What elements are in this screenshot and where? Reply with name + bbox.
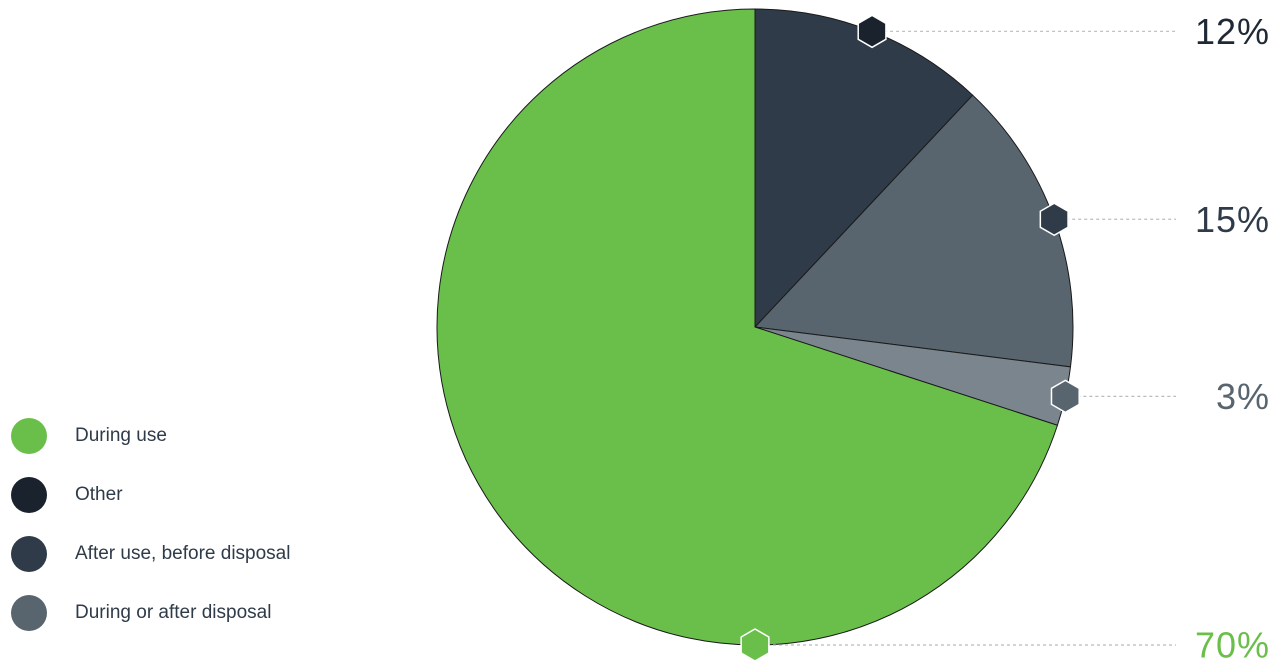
data-label: 70% (1195, 625, 1270, 666)
legend-label: During or after disposal (75, 602, 272, 623)
legend-item: After use, before disposal (11, 536, 290, 572)
slice-marker (857, 14, 887, 49)
legend-label: After use, before disposal (75, 543, 291, 564)
legend-swatch (11, 418, 47, 454)
data-label: 15% (1195, 199, 1270, 240)
slice-marker (1050, 379, 1080, 414)
legend-swatch (11, 477, 47, 513)
legend-swatch (11, 595, 47, 631)
legend-label: During use (75, 425, 167, 446)
slice-marker (1039, 202, 1069, 237)
legend: During use Other After use, before dispo… (11, 418, 290, 654)
legend-label: Other (75, 484, 123, 505)
data-label: 12% (1195, 11, 1270, 52)
legend-item: During or after disposal (11, 595, 290, 631)
legend-item: During use (11, 418, 290, 454)
data-label: 3% (1216, 376, 1270, 417)
slice-marker (740, 628, 770, 662)
pie-slice (436, 8, 1059, 646)
legend-swatch (11, 536, 47, 572)
legend-item: Other (11, 477, 290, 513)
